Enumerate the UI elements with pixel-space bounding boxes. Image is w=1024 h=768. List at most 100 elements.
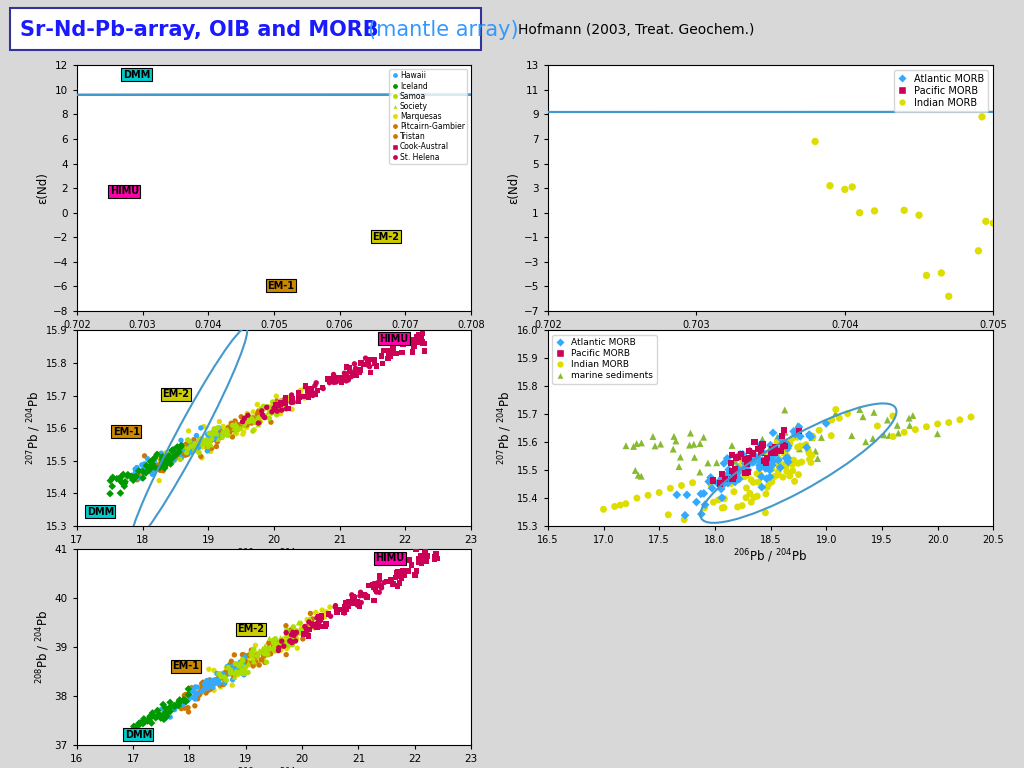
Point	[255, 647, 271, 660]
Point	[380, 348, 396, 360]
Point	[201, 674, 217, 687]
Point	[270, 638, 287, 650]
Point	[204, 427, 220, 439]
Point	[299, 614, 315, 626]
Point	[254, 647, 270, 659]
Point	[200, 679, 216, 691]
Point	[183, 684, 200, 696]
Point	[271, 400, 288, 412]
Point	[101, 488, 118, 500]
Point	[259, 642, 275, 654]
Point	[330, 373, 346, 386]
Point	[283, 634, 299, 646]
Point	[217, 426, 233, 439]
Point	[749, 468, 765, 480]
Point	[385, 348, 401, 360]
Point	[360, 580, 377, 592]
Point	[226, 667, 243, 679]
Point	[157, 453, 173, 465]
Point	[285, 621, 301, 634]
Point	[282, 631, 298, 644]
Point	[776, 437, 793, 449]
Point	[162, 449, 178, 462]
Point	[142, 462, 159, 475]
Point	[758, 457, 774, 469]
Point	[177, 439, 194, 452]
Point	[154, 457, 170, 469]
Point	[827, 403, 844, 415]
Point	[206, 428, 222, 440]
Point	[251, 645, 267, 657]
Point	[270, 399, 287, 412]
Point	[166, 455, 182, 467]
Point	[385, 343, 401, 355]
Point	[164, 445, 180, 457]
Point	[141, 460, 158, 472]
Point	[303, 382, 319, 395]
Point	[207, 432, 223, 444]
Point	[129, 462, 145, 474]
Point	[781, 470, 798, 482]
Point	[236, 660, 252, 672]
Point	[280, 641, 296, 653]
Point	[179, 449, 196, 461]
Point	[686, 438, 702, 450]
Point	[296, 392, 312, 404]
Point	[245, 425, 261, 437]
Point	[726, 470, 742, 482]
Point	[224, 666, 241, 678]
Point	[314, 604, 331, 616]
Point	[215, 668, 231, 680]
Point	[216, 671, 232, 684]
Point	[394, 346, 411, 359]
Point	[246, 643, 262, 655]
Point	[260, 643, 276, 655]
Point	[740, 445, 757, 458]
Point	[727, 463, 743, 475]
Point	[268, 637, 285, 649]
Point	[340, 374, 356, 386]
Point	[147, 712, 164, 724]
Point	[301, 616, 317, 628]
Point	[200, 440, 216, 452]
Point	[236, 649, 252, 661]
Point	[293, 627, 309, 639]
Point	[182, 445, 199, 458]
Text: EM-1: EM-1	[172, 661, 200, 671]
Point	[134, 716, 151, 728]
Point	[156, 713, 172, 726]
Point	[200, 441, 216, 453]
Point	[755, 455, 771, 467]
Point	[162, 711, 178, 723]
Point	[150, 448, 166, 460]
Point	[326, 372, 342, 384]
Point	[751, 468, 767, 480]
Point	[317, 618, 334, 631]
Point	[705, 475, 721, 487]
Point	[282, 391, 298, 403]
Point	[627, 465, 643, 477]
Point	[309, 608, 326, 621]
Point	[217, 669, 233, 681]
Point	[738, 482, 755, 494]
Point	[710, 494, 726, 506]
Point	[244, 650, 260, 662]
Point	[183, 684, 200, 697]
Point	[193, 437, 209, 449]
Point	[331, 374, 347, 386]
Point	[157, 707, 173, 720]
Point	[729, 501, 745, 513]
Point	[189, 681, 206, 694]
Point	[759, 472, 775, 485]
Point	[263, 416, 280, 429]
Point	[267, 636, 284, 648]
Text: EM-2: EM-2	[238, 624, 264, 634]
Point	[293, 625, 309, 637]
Point	[269, 401, 286, 413]
Point	[132, 717, 148, 730]
Point	[249, 409, 265, 421]
Point	[647, 440, 664, 452]
Point	[724, 449, 740, 461]
Point	[402, 333, 419, 346]
Point	[226, 658, 243, 670]
